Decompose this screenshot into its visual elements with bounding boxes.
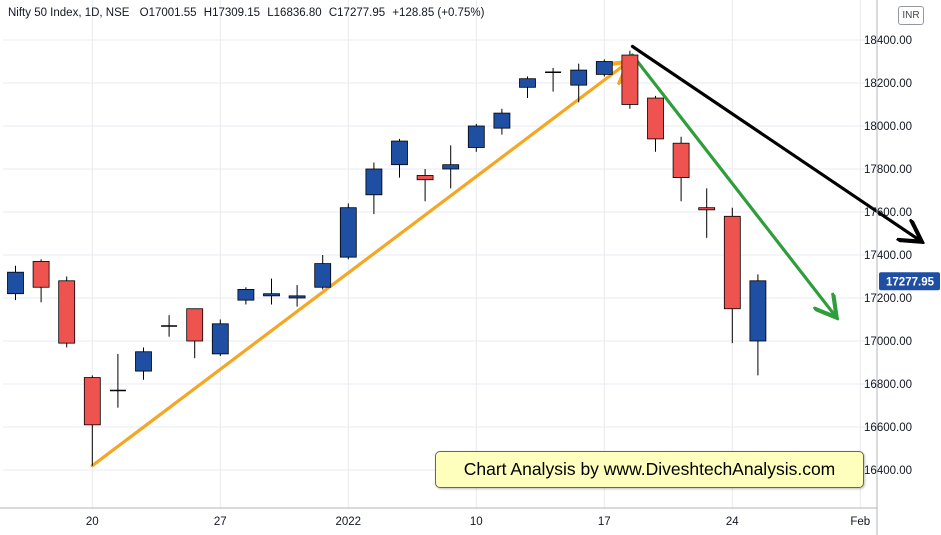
x-tick-label: 27 — [214, 516, 227, 528]
candle-up — [211, 319, 229, 357]
candle-body — [570, 69, 588, 86]
currency-badge[interactable]: INR — [898, 6, 924, 25]
candle-up — [595, 59, 613, 77]
candle-body — [595, 61, 613, 75]
candle-body — [416, 175, 434, 181]
candle-up — [442, 145, 460, 189]
candles — [7, 50, 767, 466]
candle-body — [83, 377, 101, 426]
candle-body — [135, 351, 152, 372]
down-trend-green — [630, 53, 834, 315]
high-value: H17309.15 — [203, 7, 261, 19]
y-tick-label: 17200.00 — [864, 293, 912, 305]
candle-up — [314, 255, 332, 290]
candle-down — [698, 188, 716, 238]
annotation-box: Chart Analysis by www.DiveshtechAnalysis… — [435, 451, 864, 488]
candle-body — [211, 323, 229, 355]
candle-body — [7, 271, 24, 295]
last-price-tag — [879, 272, 940, 291]
candle-down — [58, 276, 76, 348]
candle-up — [391, 138, 408, 178]
low-value: L16836.80 — [267, 7, 322, 19]
candle-body — [237, 288, 255, 301]
candle-body — [339, 207, 357, 258]
candle-body — [32, 261, 50, 288]
candle-body — [58, 280, 76, 344]
candle-body — [288, 295, 306, 299]
candle-up — [749, 274, 767, 376]
candle-body — [263, 293, 280, 297]
candle-up — [135, 347, 152, 380]
candle-body — [467, 125, 485, 148]
candle-down — [647, 95, 664, 152]
chart-grid — [3, 0, 877, 508]
candle-body — [519, 78, 536, 88]
y-tick-label: 16400.00 — [864, 465, 912, 477]
candle-body — [314, 263, 332, 288]
candle-down — [672, 136, 690, 202]
open-value: O17001.55 — [139, 7, 197, 19]
candle-body — [698, 207, 716, 211]
symbol-label: Nifty 50 Index, 1D, NSE — [8, 7, 130, 19]
change-value: +128.85 (+0.75%) — [392, 7, 485, 19]
candle-up — [570, 63, 588, 103]
x-tick-label: 2022 — [336, 516, 362, 528]
candle-up — [109, 353, 126, 408]
candle-down — [186, 308, 204, 359]
candle-up — [7, 265, 24, 301]
candle-up — [237, 287, 255, 305]
trendlines — [90, 44, 919, 468]
candle-up — [339, 203, 357, 260]
up-trend — [90, 64, 626, 468]
y-tick-label: 18400.00 — [864, 35, 912, 47]
candle-up — [263, 278, 280, 305]
candle-down — [83, 375, 101, 466]
y-tick-label: 18000.00 — [864, 121, 912, 133]
y-tick-label: 17000.00 — [864, 336, 912, 348]
close-value: C17277.95 — [328, 7, 386, 19]
candle-body — [442, 164, 460, 170]
candle-up — [365, 162, 383, 215]
x-tick-label: Feb — [850, 516, 870, 528]
candle-body — [723, 215, 741, 310]
candle-down — [32, 259, 50, 303]
y-tick-label: 16800.00 — [864, 379, 912, 391]
y-tick-label: 18200.00 — [864, 78, 912, 90]
candle-body — [186, 308, 204, 342]
candle-body — [749, 280, 767, 342]
candle-body — [391, 140, 408, 166]
x-tick-label: 17 — [598, 516, 611, 528]
y-tick-label: 17600.00 — [864, 207, 912, 219]
candle-down — [416, 169, 434, 202]
candle-down — [621, 50, 639, 109]
x-tick-label: 24 — [726, 516, 739, 528]
y-tick-label: 17800.00 — [864, 164, 912, 176]
candle-up — [161, 315, 178, 337]
candle-up — [545, 67, 562, 92]
down-trend-black — [630, 44, 919, 240]
candle-body — [647, 97, 664, 140]
candle-up — [493, 108, 511, 135]
x-tick-label: 10 — [470, 516, 483, 528]
candle-up — [288, 285, 306, 307]
candle-body — [365, 168, 383, 196]
x-tick-label: 20 — [86, 516, 99, 528]
candle-body — [493, 112, 511, 129]
ohlc-legend: Nifty 50 Index, 1D, NSE O17001.55 H17309… — [8, 7, 484, 19]
candle-body — [621, 54, 639, 105]
candle-down — [723, 207, 741, 344]
last-price-label: 17277.95 — [886, 277, 935, 289]
candle-body — [672, 142, 690, 178]
candle-up — [519, 76, 536, 99]
y-tick-label: 17400.00 — [864, 250, 912, 262]
y-tick-label: 16600.00 — [864, 422, 912, 434]
candle-up — [467, 123, 485, 152]
